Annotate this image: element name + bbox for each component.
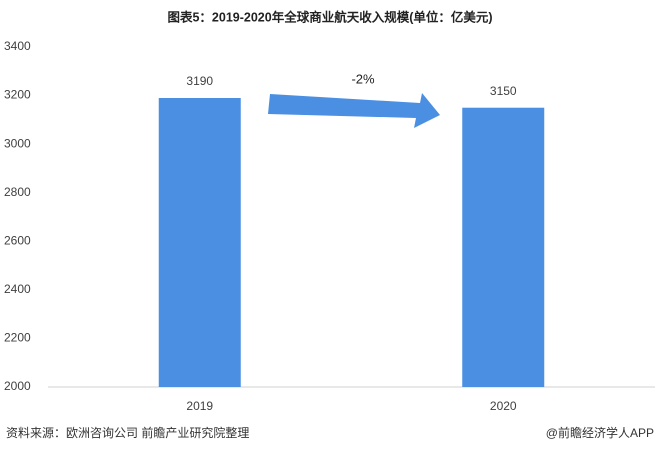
x-tick-label: 2019 xyxy=(186,399,213,413)
y-tick-label: 3400 xyxy=(4,39,31,53)
y-tick-label: 2600 xyxy=(4,233,31,247)
y-tick-label: 3200 xyxy=(4,88,31,102)
y-tick-label: 2400 xyxy=(4,282,31,296)
trend-arrow xyxy=(268,93,440,128)
value-label: 3190 xyxy=(186,74,213,88)
bar xyxy=(462,107,545,387)
value-label: 3150 xyxy=(490,84,517,98)
x-tick-label: 2020 xyxy=(490,399,517,413)
y-tick-label: 3000 xyxy=(4,136,31,150)
annotation: -2% xyxy=(351,71,375,86)
y-tick-label: 2800 xyxy=(4,185,31,199)
chart-title: 图表5：2019-2020年全球商业航天收入规模(单位：亿美元) xyxy=(167,9,492,24)
y-tick-label: 2200 xyxy=(4,331,31,345)
source: 资料来源：欧洲咨询公司 前瞻产业研究院整理 xyxy=(6,425,249,440)
y-tick-label: 2000 xyxy=(4,379,31,393)
bar xyxy=(158,98,241,387)
credit: @前瞻经济学人APP xyxy=(546,425,654,440)
